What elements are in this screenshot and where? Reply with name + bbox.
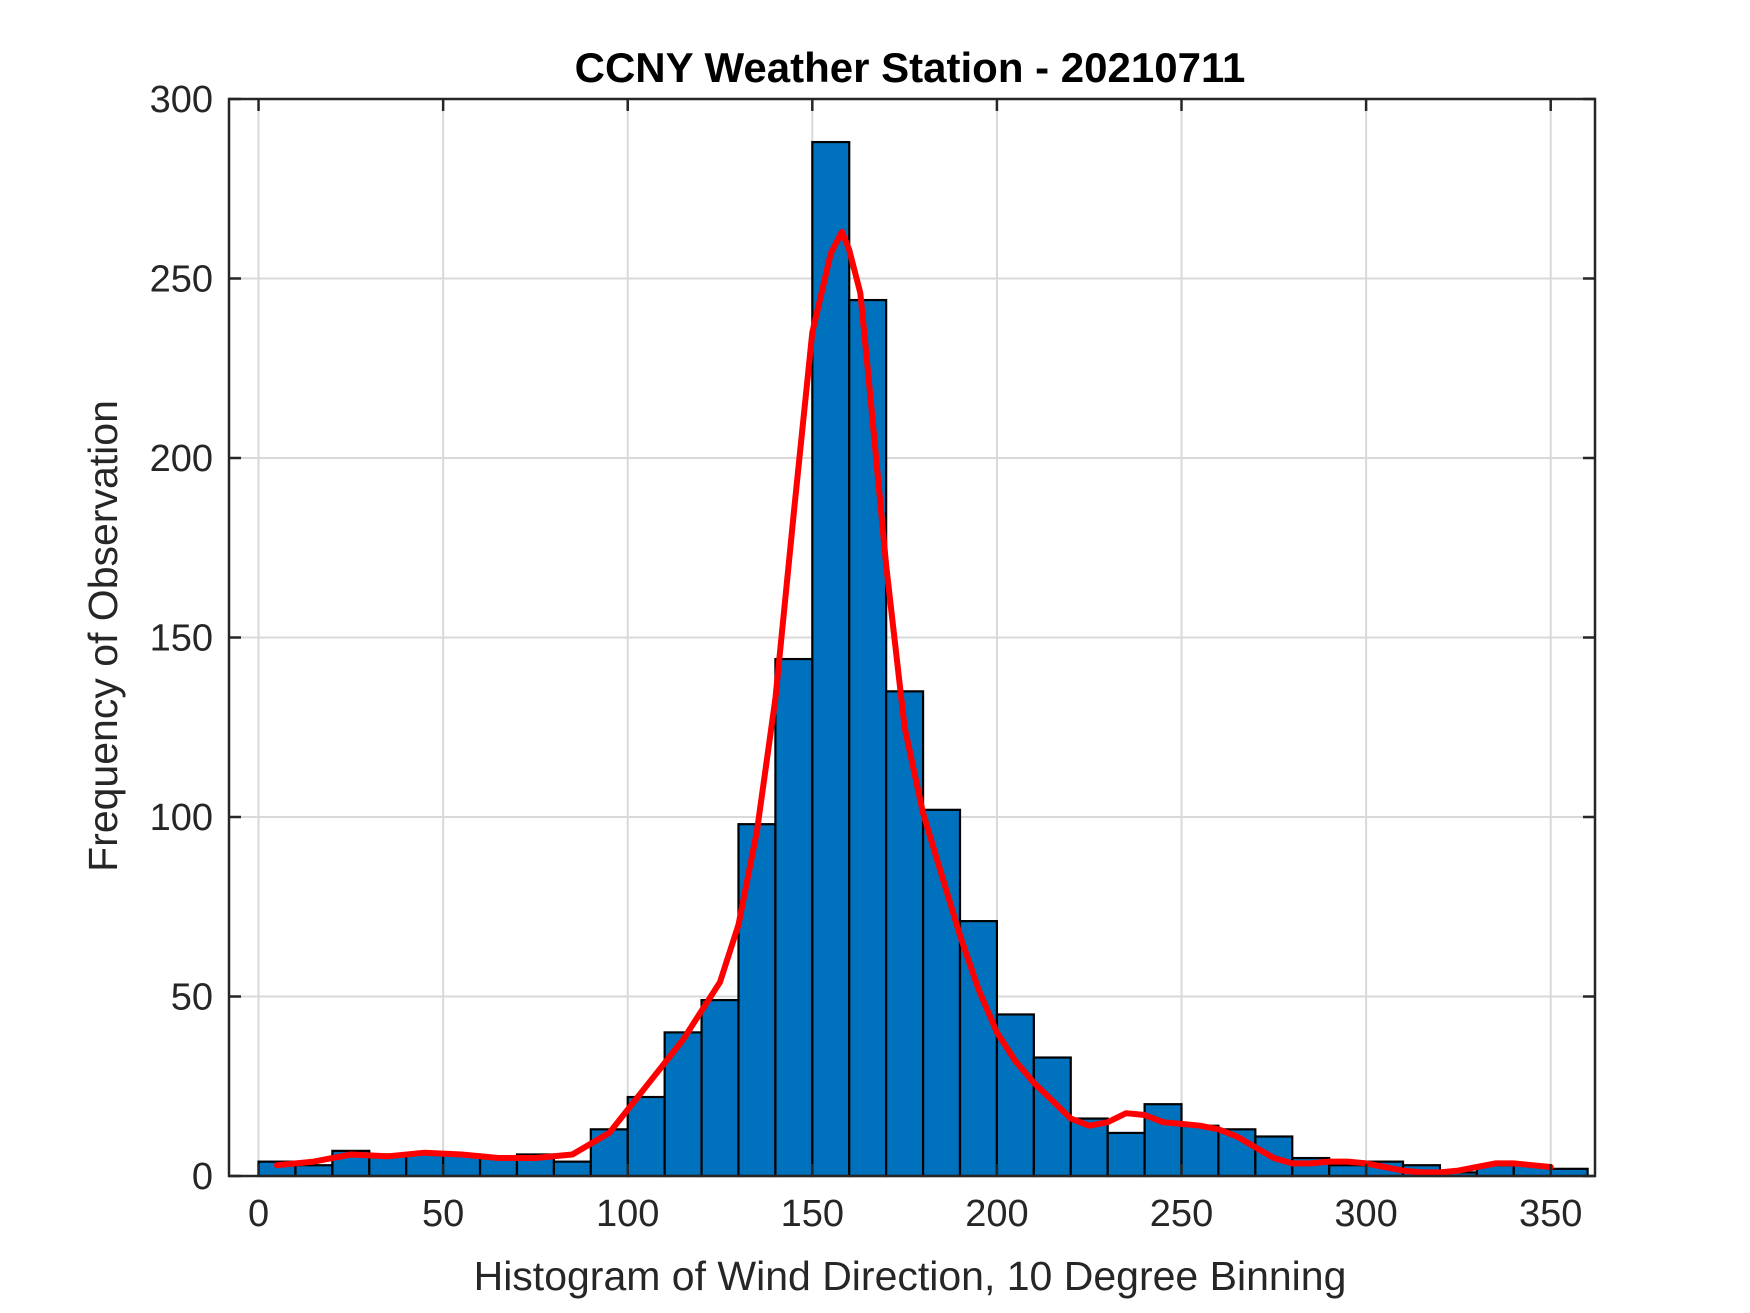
y-tick-label: 300: [150, 79, 213, 121]
chart-title: CCNY Weather Station - 20210711: [575, 44, 1246, 91]
histogram-bar: [700, 998, 740, 1178]
y-tick-label: 150: [150, 618, 213, 660]
x-tick-label: 0: [248, 1193, 269, 1235]
x-tick-label: 300: [1334, 1193, 1397, 1235]
histogram-bar: [405, 1153, 445, 1178]
histogram-bar: [552, 1160, 592, 1178]
y-tick-label: 200: [150, 438, 213, 480]
x-tick-label: 250: [1150, 1193, 1213, 1235]
x-tick-label: 200: [965, 1193, 1028, 1235]
fit-curve-line: [274, 228, 1554, 1176]
y-axis-label: Frequency of Observation: [80, 400, 126, 872]
y-tick-label: 0: [192, 1156, 213, 1198]
x-tick-label: 50: [422, 1193, 464, 1235]
x-tick-label: 150: [781, 1193, 844, 1235]
histogram-bar: [1180, 1124, 1220, 1178]
histogram-bar: [1032, 1056, 1072, 1178]
y-tick-label: 100: [150, 797, 213, 839]
y-tick-label: 250: [150, 259, 213, 301]
x-tick-label: 350: [1519, 1193, 1582, 1235]
histogram-bar: [848, 298, 888, 1178]
histogram-bar: [626, 1095, 666, 1178]
histogram-bar: [1106, 1131, 1146, 1178]
x-axis-label: Histogram of Wind Direction, 10 Degree B…: [474, 1253, 1347, 1299]
histogram-bar: [774, 657, 814, 1178]
histogram-bar: [294, 1164, 334, 1178]
histogram-bar: [1328, 1164, 1368, 1178]
histogram-bar: [737, 823, 777, 1178]
x-tick-label: 100: [596, 1193, 659, 1235]
histogram-bar: [1217, 1128, 1257, 1178]
fit-curve-group: [274, 228, 1554, 1176]
histogram-bar: [885, 690, 925, 1178]
axis-ticks: 0 50 100 150 200 250 300 350 0 50 100 150 200 250 300: [150, 79, 1595, 1235]
y-tick-label: 50: [171, 977, 213, 1019]
